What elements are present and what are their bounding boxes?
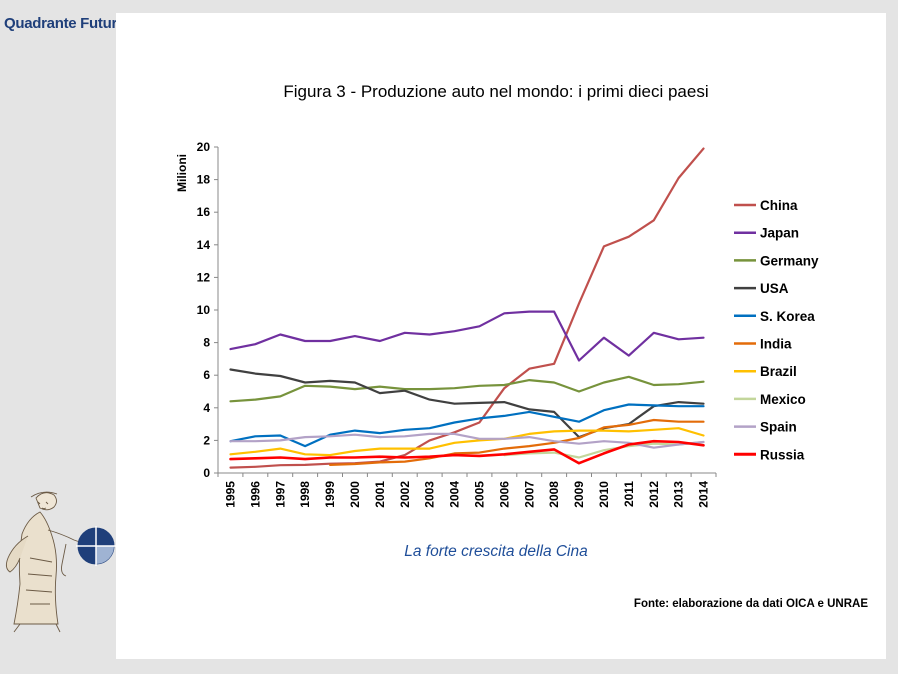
y-axis-title: Milioni — [175, 154, 189, 192]
x-tick-label: 2012 — [647, 481, 661, 508]
x-tick-label: 2010 — [597, 481, 611, 508]
series-line-germany — [229, 375, 705, 403]
source-note: Fonte: elaborazione da dati OICA e UNRAE — [634, 598, 868, 610]
x-tick-label: 2002 — [398, 481, 412, 508]
series-line-china — [229, 147, 705, 469]
x-tick-label: 2013 — [672, 481, 686, 508]
brand-logo-text: Quadrante Futuro — [4, 15, 126, 32]
x-tick-label: 2003 — [423, 481, 437, 508]
series-line-s-korea — [229, 403, 705, 448]
series-line-spain — [229, 432, 705, 449]
legend-label-germany: Germany — [760, 253, 819, 268]
x-tick-label: 2000 — [348, 481, 362, 508]
x-tick-label: 1996 — [248, 481, 262, 508]
x-tick-label: 2004 — [448, 481, 462, 508]
y-tick-label: 4 — [203, 401, 210, 415]
x-tick-label: 2009 — [572, 481, 586, 508]
legend-label-s-korea: S. Korea — [760, 309, 815, 324]
line-chart: 0 2 4 6 8 10 12 14 16 18 20 Milioni 1995 1996 1997 1998… — [175, 140, 717, 508]
x-tick-label: 1999 — [323, 481, 337, 508]
x-tick-label: 2011 — [622, 481, 636, 507]
series-line-russia — [229, 439, 705, 465]
slide: Figura 3 - Produzione auto nel mondo: i … — [116, 13, 886, 659]
x-tick-label: 2005 — [472, 481, 486, 508]
y-tick-label: 20 — [197, 140, 211, 154]
x-tick-label: 2006 — [497, 481, 511, 508]
x-tick-label: 2001 — [373, 481, 387, 508]
x-tick-label: 1995 — [223, 481, 237, 508]
series-line-japan — [229, 310, 705, 362]
x-tick-label: 2007 — [522, 481, 536, 508]
y-tick-label: 0 — [203, 466, 210, 480]
circle-emblem-icon — [76, 526, 116, 566]
figure-caption: La forte crescita della Cina — [404, 543, 588, 560]
series-line-mexico — [503, 440, 705, 459]
x-tick-label: 1998 — [298, 481, 312, 508]
legend-label-japan: Japan — [760, 226, 799, 241]
chart-title: Figura 3 - Produzione auto nel mondo: i … — [283, 82, 708, 101]
y-tick-label: 10 — [197, 303, 211, 317]
y-tick-label: 14 — [197, 238, 211, 252]
y-tick-label: 6 — [203, 368, 210, 382]
x-tick-label: 2014 — [697, 481, 711, 508]
series-line-india — [329, 418, 705, 466]
series-line-brazil — [229, 427, 705, 457]
legend-label-mexico: Mexico — [760, 392, 806, 407]
scholar-figure-logo — [5, 491, 116, 633]
chart-legend: China Japan Germany USA S. Korea India Brazil M… — [734, 198, 819, 462]
y-tick-label: 2 — [203, 433, 210, 447]
legend-label-india: India — [760, 337, 792, 352]
x-tick-label: 1997 — [273, 481, 287, 508]
y-tick-label: 12 — [197, 270, 211, 284]
y-tick-label: 8 — [203, 336, 210, 350]
figure: Figura 3 - Produzione auto nel mondo: i … — [175, 82, 868, 610]
legend-label-spain: Spain — [760, 420, 797, 435]
y-tick-label: 16 — [197, 205, 211, 219]
legend-label-usa: USA — [760, 281, 789, 296]
legend-label-china: China — [760, 198, 798, 213]
legend-label-brazil: Brazil — [760, 364, 797, 379]
legend-label-russia: Russia — [760, 447, 805, 462]
y-tick-label: 18 — [197, 173, 211, 187]
x-tick-label: 2008 — [547, 481, 561, 508]
